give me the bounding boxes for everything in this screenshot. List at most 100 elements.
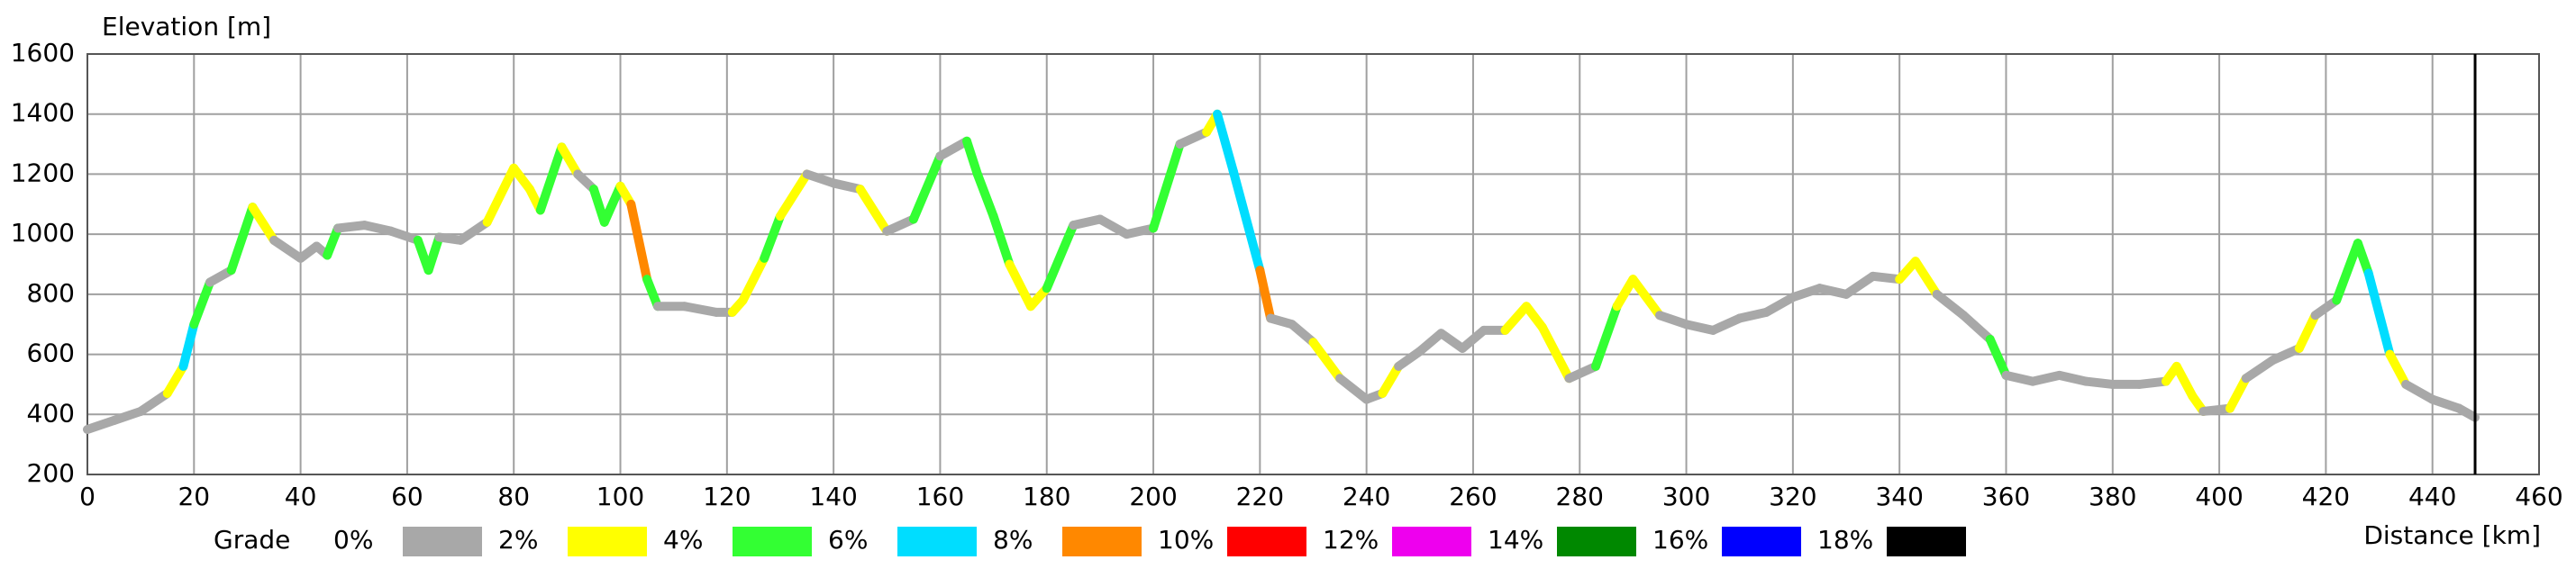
profile-segment	[2028, 370, 2064, 386]
x-tick-label: 280	[1556, 482, 1604, 511]
profile-segment	[908, 151, 945, 224]
profile-segment	[1005, 259, 1035, 312]
profile-segment	[1458, 325, 1488, 353]
y-tick-label: 1600	[11, 38, 75, 68]
profile-segment	[1591, 302, 1622, 371]
profile-segment	[1308, 338, 1345, 384]
y-tick-label: 200	[27, 458, 75, 488]
x-tick-label: 300	[1662, 482, 1710, 511]
legend-title: Grade	[214, 525, 290, 555]
profile-segment	[802, 169, 839, 188]
profile-segment	[423, 232, 444, 275]
profile-segment	[1415, 329, 1446, 357]
legend-label: 8%	[993, 525, 1033, 555]
profile-segment	[2225, 374, 2251, 413]
x-tick-label: 460	[2515, 482, 2562, 511]
profile-segment	[1815, 284, 1852, 299]
legend-swatch	[403, 527, 482, 556]
profile-segment	[2454, 403, 2480, 422]
x-axis-label: Distance [km]	[2363, 520, 2541, 550]
x-tick-label: 360	[1982, 482, 2030, 511]
legend-swatch	[1392, 527, 1471, 556]
legend-label: 12%	[1323, 525, 1379, 555]
profile-segment	[109, 406, 146, 425]
profile-segment	[2294, 311, 2320, 353]
profile-segment	[855, 185, 892, 236]
legend-swatch	[1557, 527, 1636, 556]
x-tick-label: 200	[1129, 482, 1177, 511]
profile-segment	[1628, 275, 1664, 321]
profile-segment	[2353, 239, 2373, 278]
legend-label: 18%	[1817, 525, 1873, 555]
x-tick-label: 380	[2089, 482, 2136, 511]
x-tick-label: 180	[1023, 482, 1070, 511]
profile-segment	[1761, 293, 1798, 317]
profile-segment	[1335, 374, 1371, 404]
profile-segment	[535, 142, 567, 215]
x-tick-label: 420	[2302, 482, 2350, 511]
profile-segment	[2385, 349, 2411, 389]
legend-swatch	[1062, 527, 1142, 556]
profile-segment	[1612, 275, 1638, 312]
profile-segment	[882, 214, 918, 236]
profile-segment	[1681, 320, 1718, 335]
profile-segment	[1175, 127, 1212, 149]
profile-segment	[1213, 109, 1238, 176]
profile-segment	[642, 275, 662, 312]
legend-swatch	[897, 527, 977, 556]
legend-swatch	[1722, 527, 1801, 556]
legend-label: 16%	[1652, 525, 1708, 555]
profile-segment	[1734, 307, 1771, 323]
legend-label: 0%	[333, 525, 373, 555]
legend-swatch	[733, 527, 812, 556]
profile-segment	[2363, 268, 2395, 359]
y-tick-label: 400	[27, 398, 75, 428]
profile-segment	[679, 302, 721, 317]
profile-segment	[1095, 214, 1132, 239]
x-tick-label: 40	[285, 482, 317, 511]
legend-label: 4%	[663, 525, 703, 555]
profile-segment	[1932, 289, 1969, 321]
x-tick-label: 60	[391, 482, 423, 511]
profile-segment	[387, 226, 423, 245]
x-tick-label: 160	[916, 482, 964, 511]
profile-segment	[2054, 370, 2091, 386]
legend-swatch	[1887, 527, 1966, 556]
profile-segment	[2171, 361, 2198, 402]
profile-segment	[1228, 167, 1265, 275]
x-tick-label: 20	[177, 482, 210, 511]
legend-swatch	[1227, 527, 1306, 556]
profile-segment	[323, 223, 343, 260]
x-tick-label: 80	[497, 482, 530, 511]
profile-segment	[1042, 221, 1079, 294]
profile-segment	[1500, 302, 1532, 335]
profile-segment	[248, 203, 279, 245]
x-tick-label: 440	[2408, 482, 2456, 511]
profile-segment	[599, 181, 625, 227]
legend-label: 2%	[498, 525, 538, 555]
profile-segment	[1255, 266, 1276, 323]
profile-segment	[1122, 223, 1159, 239]
y-tick-label: 600	[27, 339, 75, 368]
profile-segment	[988, 212, 1015, 269]
profile-segment	[1842, 271, 1878, 299]
profile-segment	[935, 136, 972, 161]
x-tick-label: 140	[809, 482, 857, 511]
x-tick-label: 240	[1343, 482, 1390, 511]
profile-segment	[1788, 284, 1825, 303]
x-tick-label: 120	[703, 482, 751, 511]
profile-segment	[2241, 356, 2278, 384]
legend-label: 14%	[1488, 525, 1543, 555]
profile-segment	[482, 163, 519, 227]
profile-segment	[2332, 239, 2362, 305]
profile-segment	[2401, 379, 2437, 404]
profile-segment	[1985, 334, 2011, 380]
profile-segment	[360, 221, 396, 236]
y-tick-label: 1200	[11, 158, 75, 187]
profile-segment	[2001, 370, 2038, 386]
x-tick-label: 0	[79, 482, 96, 511]
profile-segment	[738, 253, 769, 305]
profile-segment	[162, 361, 188, 398]
legend-swatch	[568, 527, 647, 556]
profile-segment	[972, 169, 998, 221]
